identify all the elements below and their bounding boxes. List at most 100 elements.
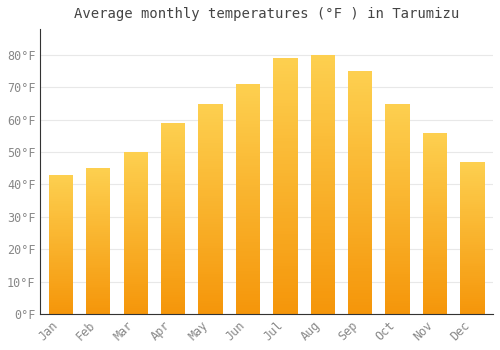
Bar bbox=[86, 187, 110, 188]
Bar bbox=[310, 304, 335, 307]
Bar bbox=[161, 166, 186, 168]
Bar bbox=[386, 235, 410, 238]
Bar bbox=[423, 164, 447, 167]
Bar bbox=[161, 304, 186, 307]
Bar bbox=[236, 233, 260, 236]
Bar bbox=[124, 166, 148, 168]
Bar bbox=[198, 232, 222, 235]
Bar bbox=[386, 303, 410, 306]
Bar bbox=[236, 259, 260, 262]
Bar bbox=[348, 147, 372, 150]
Bar bbox=[198, 293, 222, 295]
Bar bbox=[310, 262, 335, 265]
Bar bbox=[310, 130, 335, 133]
Bar bbox=[236, 84, 260, 87]
Bar bbox=[423, 259, 447, 262]
Bar bbox=[310, 74, 335, 78]
Bar bbox=[48, 222, 73, 223]
Bar bbox=[386, 298, 410, 301]
Bar bbox=[86, 174, 110, 175]
Bar bbox=[198, 135, 222, 138]
Bar bbox=[161, 156, 186, 159]
Bar bbox=[198, 217, 222, 219]
Bar bbox=[198, 193, 222, 196]
Bar bbox=[423, 205, 447, 208]
Bar bbox=[48, 239, 73, 241]
Bar bbox=[348, 287, 372, 289]
Bar bbox=[124, 209, 148, 211]
Bar bbox=[124, 158, 148, 160]
Bar bbox=[198, 309, 222, 311]
Bar bbox=[460, 224, 484, 226]
Bar bbox=[86, 177, 110, 179]
Bar bbox=[86, 212, 110, 214]
Bar bbox=[48, 204, 73, 206]
Bar bbox=[161, 199, 186, 202]
Bar bbox=[348, 247, 372, 250]
Bar bbox=[48, 298, 73, 300]
Bar bbox=[198, 298, 222, 301]
Bar bbox=[48, 277, 73, 279]
Bar bbox=[198, 269, 222, 272]
Bar bbox=[48, 303, 73, 305]
Bar bbox=[310, 291, 335, 294]
Bar bbox=[460, 291, 484, 293]
Bar bbox=[236, 262, 260, 265]
Bar bbox=[161, 214, 186, 216]
Bar bbox=[460, 285, 484, 287]
Bar bbox=[86, 206, 110, 208]
Bar bbox=[161, 240, 186, 242]
Bar bbox=[273, 266, 297, 269]
Bar bbox=[348, 168, 372, 171]
Bar bbox=[86, 298, 110, 299]
Bar bbox=[386, 198, 410, 201]
Bar bbox=[236, 164, 260, 167]
Bar bbox=[348, 89, 372, 92]
Bar bbox=[310, 194, 335, 197]
Bar bbox=[236, 308, 260, 311]
Bar bbox=[86, 214, 110, 216]
Bar bbox=[124, 164, 148, 166]
Bar bbox=[310, 71, 335, 74]
Bar bbox=[386, 122, 410, 125]
Bar bbox=[86, 194, 110, 196]
Bar bbox=[236, 282, 260, 285]
Bar bbox=[310, 298, 335, 301]
Bar bbox=[273, 298, 297, 301]
Bar bbox=[460, 241, 484, 244]
Bar bbox=[423, 273, 447, 275]
Bar bbox=[161, 230, 186, 233]
Bar bbox=[236, 208, 260, 210]
Bar bbox=[348, 293, 372, 296]
Bar bbox=[386, 167, 410, 169]
Bar bbox=[48, 180, 73, 182]
Bar bbox=[236, 210, 260, 214]
Bar bbox=[161, 211, 186, 214]
Bar bbox=[423, 255, 447, 257]
Bar bbox=[161, 202, 186, 204]
Bar bbox=[86, 292, 110, 294]
Bar bbox=[273, 221, 297, 224]
Bar bbox=[386, 288, 410, 290]
Bar bbox=[310, 133, 335, 136]
Bar bbox=[198, 259, 222, 261]
Bar bbox=[236, 279, 260, 282]
Bar bbox=[310, 142, 335, 146]
Bar bbox=[48, 282, 73, 284]
Bar bbox=[236, 90, 260, 93]
Bar bbox=[236, 121, 260, 124]
Bar bbox=[124, 229, 148, 231]
Bar bbox=[386, 219, 410, 222]
Bar bbox=[310, 87, 335, 91]
Bar bbox=[86, 246, 110, 248]
Bar bbox=[348, 165, 372, 168]
Bar bbox=[161, 245, 186, 247]
Bar bbox=[310, 311, 335, 314]
Bar bbox=[236, 136, 260, 139]
Bar bbox=[386, 306, 410, 309]
Bar bbox=[423, 212, 447, 214]
Bar bbox=[310, 288, 335, 291]
Bar bbox=[124, 278, 148, 280]
Bar bbox=[86, 312, 110, 314]
Bar bbox=[161, 242, 186, 245]
